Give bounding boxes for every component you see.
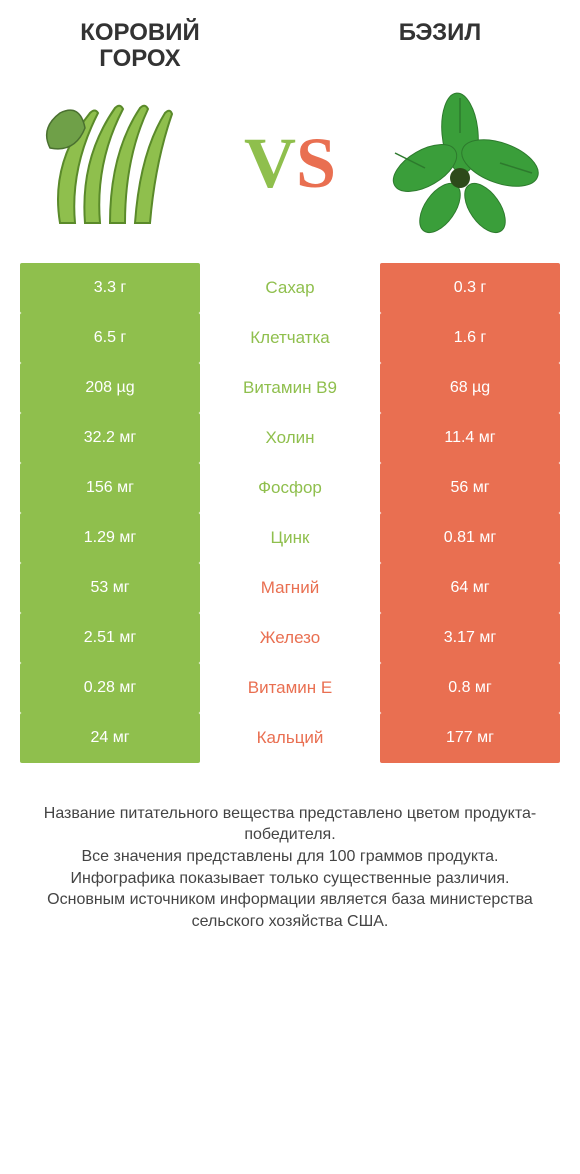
left-value: 53 мг (20, 563, 200, 613)
right-value: 1.6 г (380, 313, 560, 363)
right-value: 56 мг (380, 463, 560, 513)
table-row: 0.28 мгВитамин E0.8 мг (20, 663, 560, 713)
right-product-image (370, 83, 550, 243)
header: КОРОВИЙ ГОРОХ БЭЗИЛ (0, 0, 580, 73)
left-value: 208 µg (20, 363, 200, 413)
right-value: 3.17 мг (380, 613, 560, 663)
right-value: 68 µg (380, 363, 560, 413)
left-value: 32.2 мг (20, 413, 200, 463)
table-row: 6.5 гКлетчатка1.6 г (20, 313, 560, 363)
right-value: 0.81 мг (380, 513, 560, 563)
cowpea-icon (30, 83, 210, 243)
nutrient-label: Холин (200, 413, 380, 463)
table-row: 1.29 мгЦинк0.81 мг (20, 513, 560, 563)
left-value: 156 мг (20, 463, 200, 513)
left-value: 24 мг (20, 713, 200, 763)
right-product-title: БЭЗИЛ (340, 20, 540, 46)
right-value: 0.3 г (380, 263, 560, 313)
table-row: 53 мгМагний64 мг (20, 563, 560, 613)
right-value: 0.8 мг (380, 663, 560, 713)
nutrient-label: Магний (200, 563, 380, 613)
table-row: 24 мгКальций177 мг (20, 713, 560, 763)
table-row: 208 µgВитамин B968 µg (20, 363, 560, 413)
nutrient-label: Витамин E (200, 663, 380, 713)
nutrient-label: Фосфор (200, 463, 380, 513)
nutrient-label: Кальций (200, 713, 380, 763)
vs-s: S (296, 123, 336, 203)
left-product-title: КОРОВИЙ ГОРОХ (40, 20, 240, 73)
nutrient-label: Сахар (200, 263, 380, 313)
left-product-image (30, 83, 210, 243)
footer-line: Название питательного вещества представл… (30, 803, 550, 846)
nutrient-label: Железо (200, 613, 380, 663)
table-row: 3.3 гСахар0.3 г (20, 263, 560, 313)
basil-icon (370, 83, 550, 243)
left-value: 0.28 мг (20, 663, 200, 713)
footer-line: Все значения представлены для 100 граммо… (30, 846, 550, 868)
images-row: VS (0, 73, 580, 263)
nutrient-label: Витамин B9 (200, 363, 380, 413)
right-value: 64 мг (380, 563, 560, 613)
table-row: 156 мгФосфор56 мг (20, 463, 560, 513)
left-value: 6.5 г (20, 313, 200, 363)
left-value: 1.29 мг (20, 513, 200, 563)
vs-label: VS (244, 127, 336, 199)
left-value: 2.51 мг (20, 613, 200, 663)
footer-line: Основным источником информации является … (30, 889, 550, 932)
footer-line: Инфографика показывает только существенн… (30, 868, 550, 890)
nutrient-label: Клетчатка (200, 313, 380, 363)
nutrient-table: 3.3 гСахар0.3 г6.5 гКлетчатка1.6 г208 µg… (0, 263, 580, 763)
footer-notes: Название питательного вещества представл… (0, 763, 580, 933)
right-value: 177 мг (380, 713, 560, 763)
vs-v: V (244, 123, 296, 203)
nutrient-label: Цинк (200, 513, 380, 563)
table-row: 2.51 мгЖелезо3.17 мг (20, 613, 560, 663)
right-value: 11.4 мг (380, 413, 560, 463)
left-value: 3.3 г (20, 263, 200, 313)
table-row: 32.2 мгХолин11.4 мг (20, 413, 560, 463)
